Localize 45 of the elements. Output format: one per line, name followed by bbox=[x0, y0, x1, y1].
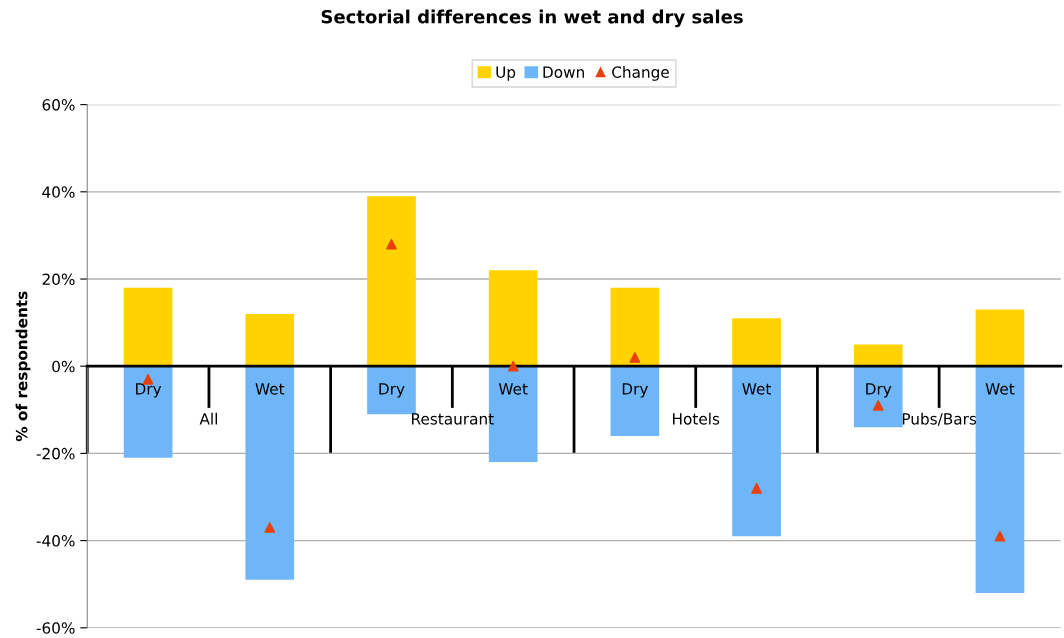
point bbox=[507, 360, 519, 372]
bar bbox=[367, 366, 416, 415]
legend-label: Down bbox=[543, 66, 584, 78]
bar bbox=[245, 366, 295, 580]
y-tick-label: -40% bbox=[36, 535, 75, 547]
x-tick-label: Wet bbox=[255, 383, 285, 395]
legend-label: Up bbox=[496, 66, 516, 81]
y-axis-title: % of respondents bbox=[15, 291, 31, 442]
y-tick-label: -60% bbox=[36, 622, 75, 634]
bar bbox=[975, 309, 1025, 367]
y-tick-label: 20% bbox=[42, 273, 75, 286]
bar bbox=[853, 344, 903, 367]
x-tick-label: Dry bbox=[136, 383, 162, 398]
x-tick-label: Wet bbox=[498, 383, 528, 395]
y-tick-label: 60% bbox=[42, 99, 75, 111]
x-tick-label: Wet bbox=[742, 383, 771, 395]
bar bbox=[610, 287, 660, 367]
point bbox=[994, 530, 1006, 542]
bar bbox=[853, 366, 903, 428]
point bbox=[386, 238, 397, 250]
bar bbox=[123, 366, 173, 458]
x-tick-label: Wet bbox=[985, 383, 1015, 395]
y-tick-label: -20% bbox=[36, 447, 75, 460]
bar bbox=[367, 196, 416, 367]
x-tick-label: Dry bbox=[622, 383, 648, 398]
bar bbox=[732, 318, 781, 367]
bar bbox=[123, 287, 173, 367]
bar bbox=[610, 366, 660, 436]
point bbox=[872, 400, 884, 411]
point bbox=[629, 352, 641, 363]
y-tick-label: 0% bbox=[52, 360, 75, 373]
bar bbox=[975, 366, 1025, 593]
x-tick-label: Dry bbox=[379, 383, 405, 398]
annotation: Hotels bbox=[673, 412, 720, 425]
x-tick-label: Dry bbox=[866, 383, 892, 398]
point bbox=[751, 482, 762, 494]
y-tick-label: 40% bbox=[42, 186, 75, 198]
legend-label: Change bbox=[612, 66, 669, 81]
chart-title: Sectorial differences in wet and dry sales bbox=[321, 9, 743, 28]
point bbox=[264, 522, 276, 533]
annotation: All bbox=[199, 412, 217, 425]
bar bbox=[732, 366, 781, 537]
bar bbox=[488, 270, 538, 367]
bar bbox=[245, 313, 295, 367]
annotation: Pubs/Bars bbox=[902, 412, 977, 426]
